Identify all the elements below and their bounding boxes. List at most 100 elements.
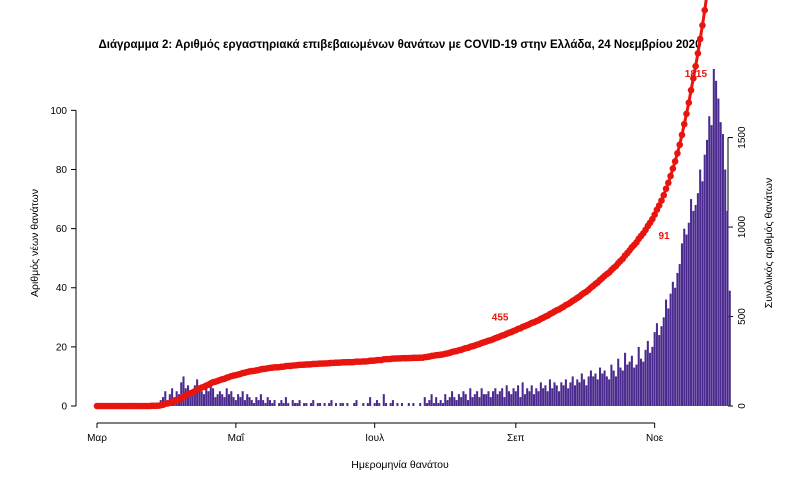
daily-deaths-bar bbox=[619, 367, 622, 406]
daily-deaths-bar bbox=[469, 388, 472, 406]
cumulative-point bbox=[658, 197, 665, 204]
daily-deaths-bar bbox=[382, 394, 385, 406]
daily-deaths-bar bbox=[578, 382, 581, 406]
daily-deaths-bar bbox=[601, 373, 604, 406]
daily-deaths-bar bbox=[519, 397, 522, 406]
daily-deaths-bar bbox=[400, 403, 404, 406]
daily-deaths-bar bbox=[330, 400, 333, 406]
daily-deaths-bar bbox=[389, 403, 392, 406]
daily-deaths-bar bbox=[339, 403, 342, 406]
daily-deaths-bar bbox=[346, 403, 349, 406]
daily-deaths-bar bbox=[651, 346, 654, 406]
daily-deaths-bar bbox=[476, 391, 479, 406]
daily-deaths-bar bbox=[298, 400, 301, 406]
daily-deaths-bar bbox=[603, 370, 606, 406]
daily-deaths-bar bbox=[489, 397, 492, 406]
daily-deaths-bar bbox=[451, 391, 454, 406]
right-tick-label: 0 bbox=[737, 403, 748, 409]
daily-deaths-bar bbox=[712, 68, 715, 407]
daily-deaths-bar bbox=[608, 379, 611, 406]
cumulative-point bbox=[690, 75, 697, 82]
daily-deaths-bar bbox=[676, 272, 679, 406]
daily-deaths-bar bbox=[715, 80, 718, 406]
daily-deaths-bar bbox=[239, 397, 242, 406]
daily-deaths-bar bbox=[444, 394, 447, 406]
daily-deaths-bar bbox=[253, 403, 256, 406]
daily-deaths-bar bbox=[218, 391, 221, 406]
x-axis-label: Ημερομηνία θανάτου bbox=[351, 459, 449, 471]
daily-deaths-bar bbox=[464, 394, 467, 406]
daily-deaths-bar bbox=[255, 397, 258, 406]
cumulative-point bbox=[692, 62, 699, 70]
daily-deaths-bar bbox=[212, 388, 215, 406]
daily-deaths-bar bbox=[701, 181, 704, 406]
right-tick-label: 500 bbox=[737, 308, 748, 325]
left-tick-label: 20 bbox=[56, 342, 68, 353]
daily-deaths-bar bbox=[396, 403, 399, 406]
daily-deaths-bar bbox=[621, 370, 624, 406]
daily-deaths-bar bbox=[644, 349, 647, 406]
daily-deaths-bar bbox=[478, 397, 481, 406]
daily-deaths-bar bbox=[703, 154, 706, 406]
daily-deaths-bar bbox=[189, 394, 192, 406]
daily-deaths-bar bbox=[719, 122, 722, 407]
daily-deaths-bar bbox=[612, 370, 615, 406]
daily-deaths-bar bbox=[605, 376, 608, 406]
cumulative-point bbox=[660, 191, 668, 199]
daily-deaths-bar bbox=[514, 391, 517, 406]
daily-deaths-bar bbox=[630, 355, 633, 406]
daily-deaths-bar bbox=[191, 391, 194, 406]
daily-deaths-bar bbox=[694, 204, 697, 406]
daily-deaths-bar bbox=[512, 388, 515, 406]
daily-deaths-bar bbox=[596, 379, 599, 406]
daily-deaths-bar bbox=[280, 400, 283, 406]
daily-deaths-bar bbox=[423, 397, 426, 406]
daily-deaths-bar bbox=[637, 346, 640, 406]
daily-deaths-bar bbox=[571, 376, 574, 406]
daily-deaths-bar bbox=[724, 169, 727, 406]
daily-deaths-bar bbox=[564, 379, 567, 406]
daily-deaths-bar bbox=[680, 243, 683, 406]
x-tick-label: Μαΐ bbox=[228, 432, 245, 444]
daily-deaths-bar bbox=[580, 373, 583, 406]
daily-deaths-bar bbox=[225, 388, 228, 406]
cumulative-line bbox=[97, 0, 708, 408]
daily-deaths-bar bbox=[521, 382, 524, 406]
cumulative-point bbox=[696, 35, 704, 43]
daily-deaths-bar bbox=[558, 391, 561, 406]
right-y-axis: 0 500 1000 1500 bbox=[727, 126, 748, 409]
daily-deaths-bar bbox=[633, 367, 636, 406]
left-tick-label: 100 bbox=[50, 106, 67, 117]
daily-deaths-bar bbox=[480, 388, 483, 406]
daily-deaths-bar bbox=[457, 394, 460, 406]
daily-deaths-bar bbox=[432, 403, 435, 406]
cumulative-point bbox=[699, 22, 706, 29]
daily-deaths-bar bbox=[221, 394, 224, 406]
daily-deaths-bar bbox=[503, 397, 506, 406]
daily-deaths-bar bbox=[303, 403, 306, 406]
daily-deaths-bar bbox=[453, 397, 456, 406]
daily-deaths-bar bbox=[658, 335, 661, 406]
daily-deaths-bar bbox=[462, 391, 465, 406]
daily-deaths-bar bbox=[241, 391, 244, 406]
daily-deaths-bar bbox=[614, 376, 617, 406]
daily-deaths-bar bbox=[385, 403, 388, 406]
daily-deaths-bar bbox=[164, 391, 167, 406]
daily-deaths-bar bbox=[471, 397, 474, 406]
daily-deaths-bar bbox=[316, 403, 319, 406]
left-tick-label: 60 bbox=[56, 224, 68, 235]
daily-deaths-bar bbox=[530, 385, 533, 406]
daily-deaths-bar bbox=[291, 400, 294, 406]
daily-deaths-bar bbox=[594, 373, 597, 406]
daily-deaths-bar bbox=[271, 403, 274, 406]
daily-deaths-bar bbox=[439, 400, 442, 406]
daily-deaths-bar bbox=[319, 403, 322, 406]
daily-deaths-bar bbox=[296, 403, 299, 406]
daily-deaths-bar bbox=[726, 210, 729, 406]
daily-deaths-bar bbox=[653, 332, 656, 406]
daily-deaths-bar bbox=[282, 403, 285, 406]
daily-deaths-bar bbox=[535, 388, 538, 406]
cumulative-point bbox=[685, 99, 693, 106]
daily-deaths-bar bbox=[576, 379, 579, 406]
